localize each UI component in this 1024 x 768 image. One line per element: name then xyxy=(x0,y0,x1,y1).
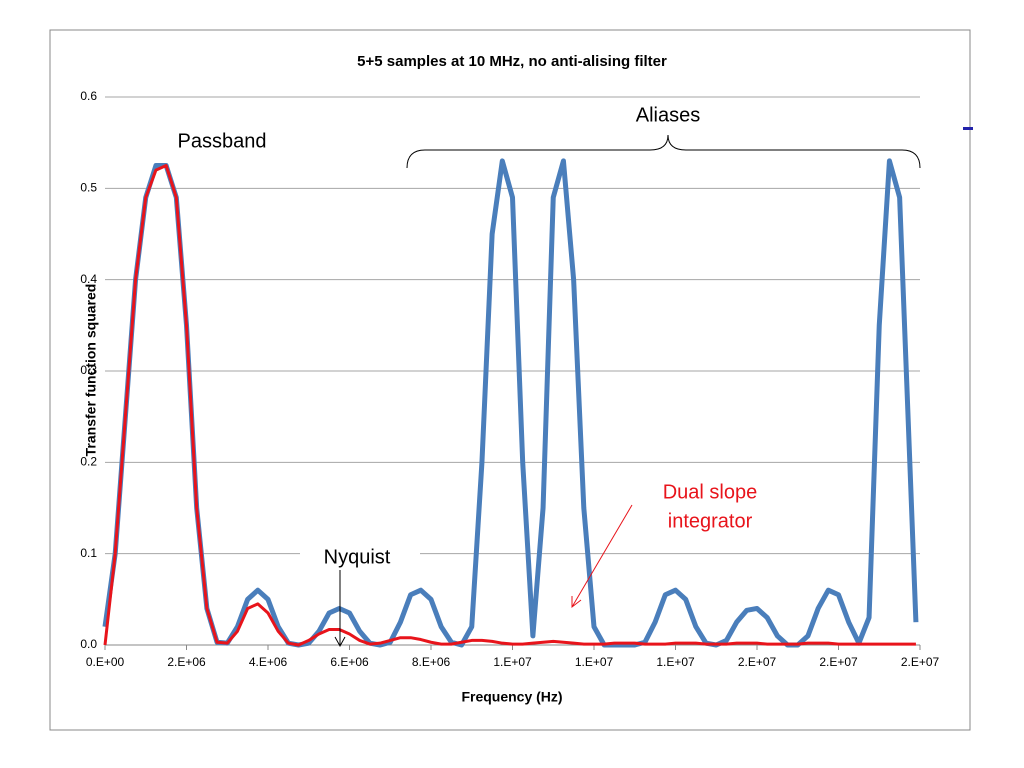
x-axis-label: Frequency (Hz) xyxy=(461,689,562,705)
arrow xyxy=(571,504,633,609)
x-tick-label: 2.E+07 xyxy=(901,655,940,669)
slide-mark xyxy=(963,127,973,130)
x-tick-label: 2.E+07 xyxy=(738,655,777,669)
x-tick-label: 6.E+06 xyxy=(330,655,369,669)
y-tick-label: 0.2 xyxy=(80,455,97,469)
annotation: Aliases xyxy=(636,104,700,126)
x-tick-label: 1.E+07 xyxy=(656,655,695,669)
plot-area: 0.0 0.1 0.2 0.3 0.4 0.5 0.6 0.E+00 2.E+06 4.E+06 6… xyxy=(80,89,939,669)
annotation: Dual slope xyxy=(663,481,758,503)
annotation: Nyquist xyxy=(324,546,391,568)
x-tick-label: 8.E+06 xyxy=(412,655,451,669)
y-tick-label: 0.6 xyxy=(80,89,97,103)
brace xyxy=(406,134,921,169)
series-line xyxy=(103,164,916,647)
y-axis-label: Transfer function squared xyxy=(83,284,99,457)
x-tick-label: 2.E+07 xyxy=(819,655,858,669)
x-tick-label: 2.E+06 xyxy=(167,655,206,669)
x-tick-label: 0.E+00 xyxy=(86,655,125,669)
annotation: Passband xyxy=(178,130,267,152)
y-tick-label: 0.4 xyxy=(80,272,97,286)
chart-title: 5+5 samples at 10 MHz, no anti-alising f… xyxy=(357,53,667,70)
annotation: integrator xyxy=(668,510,753,532)
annotations: Passband Aliases Nyquist Dual slope inte… xyxy=(178,104,921,648)
y-tick-label: 0.5 xyxy=(80,181,97,195)
x-tick-label: 4.E+06 xyxy=(249,655,288,669)
y-tick-label: 0.1 xyxy=(80,546,97,560)
series-line xyxy=(102,158,919,648)
arrow xyxy=(334,570,346,648)
y-tick-label: 0.3 xyxy=(80,363,97,377)
x-tick-label: 1.E+07 xyxy=(575,655,614,669)
y-tick-label: 0.0 xyxy=(80,637,97,651)
x-tick-label: 1.E+07 xyxy=(493,655,532,669)
label-bg xyxy=(300,545,420,571)
